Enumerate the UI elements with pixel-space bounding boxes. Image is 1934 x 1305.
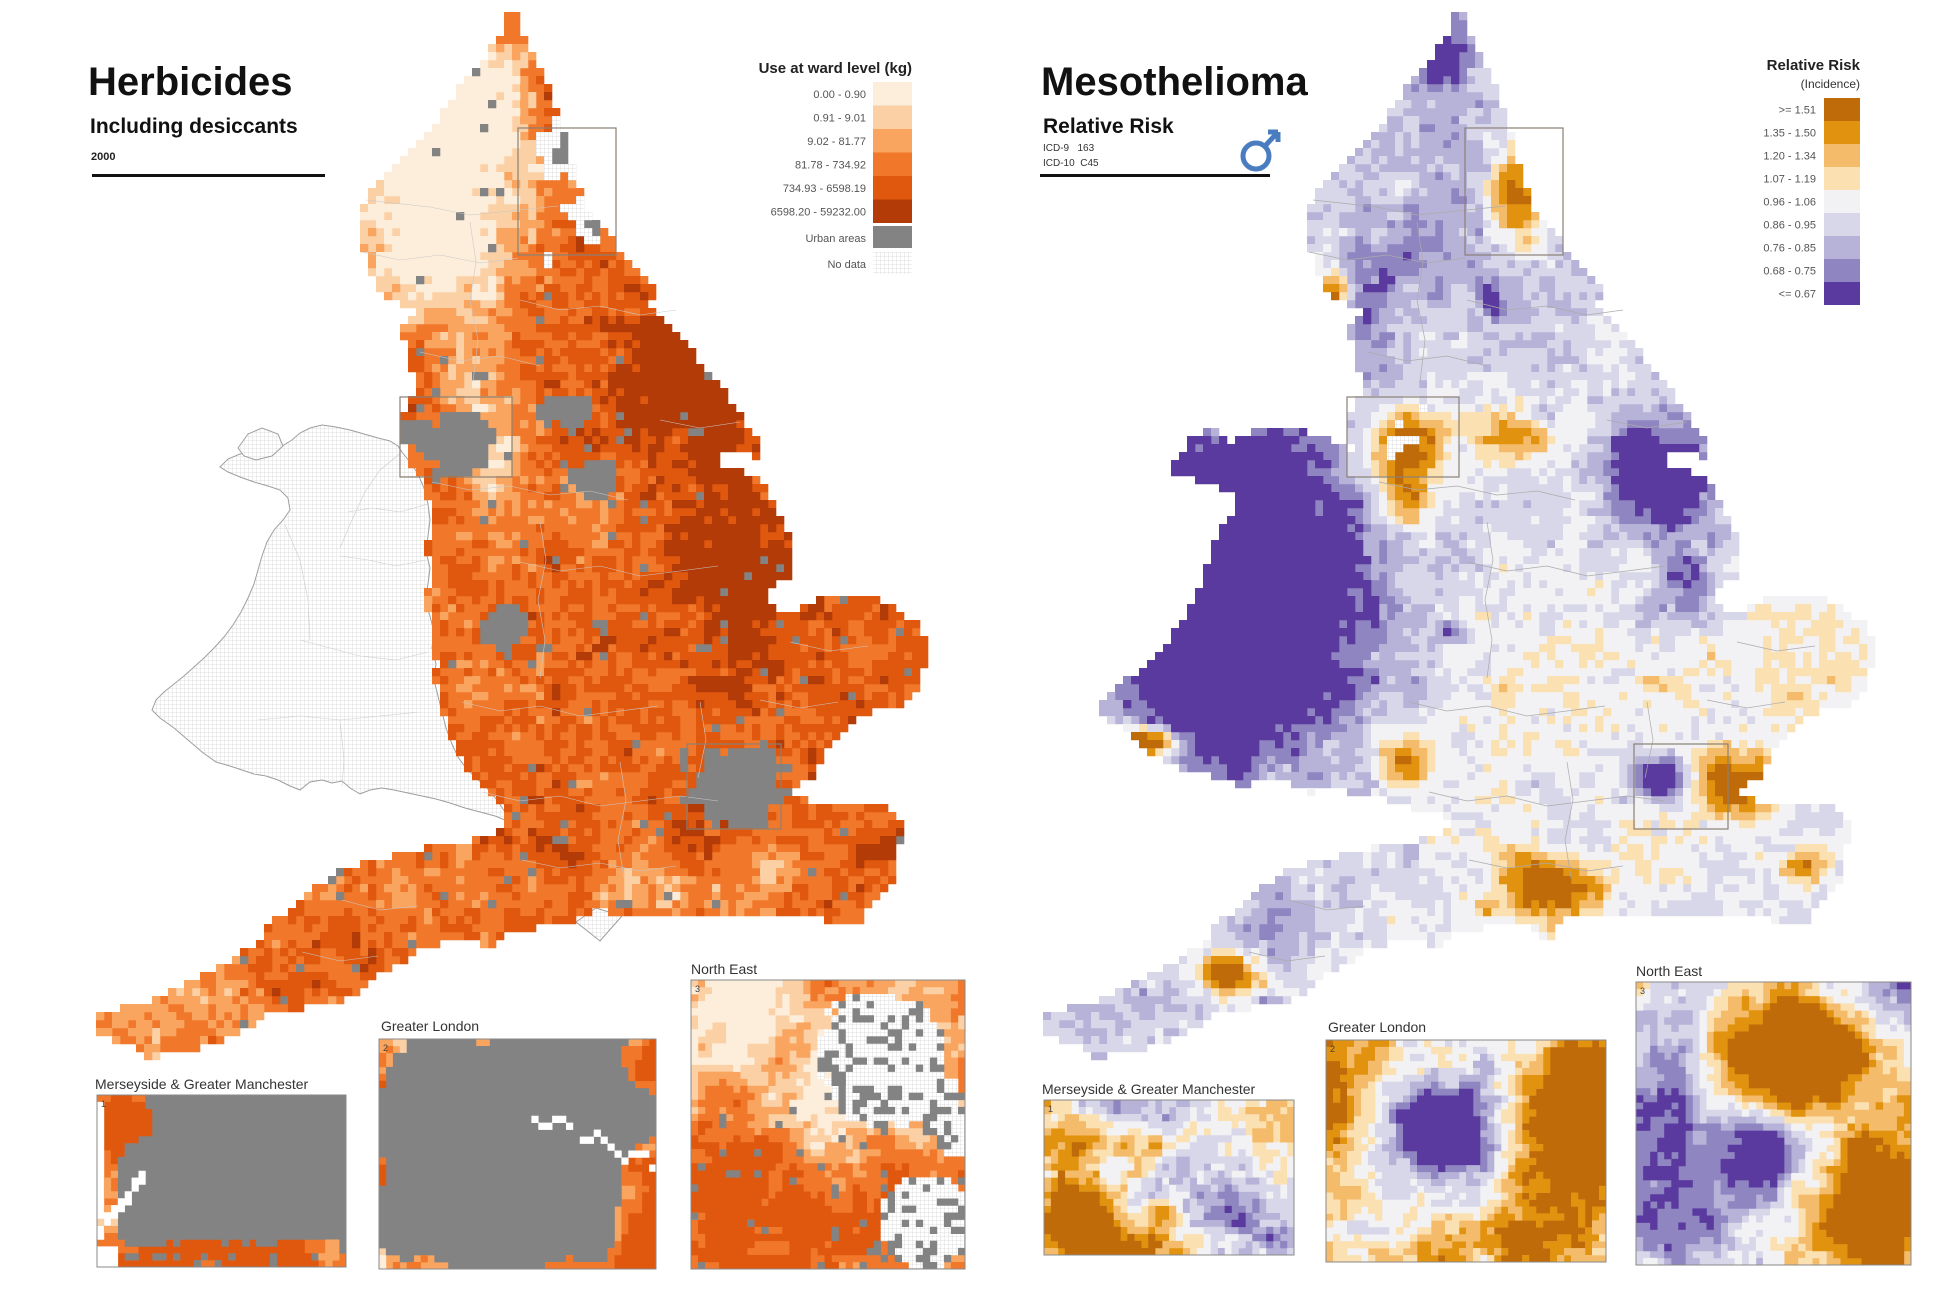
svg-text:<= 0.67: <= 0.67 [1779,289,1816,301]
svg-text:2: 2 [1330,1044,1335,1054]
svg-text:0.76 - 0.85: 0.76 - 0.85 [1763,243,1816,255]
svg-text:Merseyside & Greater Mancheste: Merseyside & Greater Manchester [1042,1081,1256,1097]
svg-text:1.20 - 1.34: 1.20 - 1.34 [1763,151,1816,163]
svg-text:Use at ward level (kg): Use at ward level (kg) [759,60,912,77]
svg-text:1: 1 [1048,1104,1053,1114]
svg-text:0.00 - 0.90: 0.00 - 0.90 [813,89,866,101]
svg-text:Including desiccants: Including desiccants [90,115,298,138]
svg-text:No data: No data [827,259,866,271]
svg-text:2000: 2000 [91,151,115,163]
svg-text:1.35 - 1.50: 1.35 - 1.50 [1763,128,1816,140]
svg-text:Merseyside & Greater Mancheste: Merseyside & Greater Manchester [95,1076,309,1092]
svg-text:ICD-9 163: ICD-9 163 [1043,143,1095,154]
svg-text:9.02 - 81.77: 9.02 - 81.77 [807,136,866,148]
svg-text:0.91 - 9.01: 0.91 - 9.01 [813,113,866,125]
svg-text:Urban areas: Urban areas [805,233,866,245]
svg-text:Relative Risk: Relative Risk [1767,57,1861,74]
svg-text:81.78 - 734.92: 81.78 - 734.92 [795,160,866,172]
svg-text:3: 3 [695,984,700,994]
svg-text:Herbicides: Herbicides [88,60,293,104]
svg-text:Relative Risk: Relative Risk [1043,115,1174,138]
svg-text:North East: North East [1636,963,1702,979]
svg-text:>= 1.51: >= 1.51 [1779,105,1816,117]
svg-text:2: 2 [383,1043,388,1053]
svg-text:1.07 - 1.19: 1.07 - 1.19 [1763,174,1816,186]
svg-text:Greater London: Greater London [1328,1019,1426,1035]
svg-text:ICD-10 C45: ICD-10 C45 [1043,158,1099,169]
svg-text:734.93 - 6598.19: 734.93 - 6598.19 [783,183,866,195]
svg-text:Mesothelioma: Mesothelioma [1041,60,1308,104]
svg-text:0.86 - 0.95: 0.86 - 0.95 [1763,220,1816,232]
svg-text:0.68 - 0.75: 0.68 - 0.75 [1763,266,1816,278]
svg-text:0.96 - 1.06: 0.96 - 1.06 [1763,197,1816,209]
svg-text:Greater London: Greater London [381,1018,479,1034]
svg-text:North East: North East [691,961,757,977]
svg-text:6598.20 - 59232.00: 6598.20 - 59232.00 [771,207,866,219]
svg-text:3: 3 [1640,986,1645,996]
svg-text:(Incidence): (Incidence) [1801,77,1860,91]
svg-text:1: 1 [101,1099,106,1109]
